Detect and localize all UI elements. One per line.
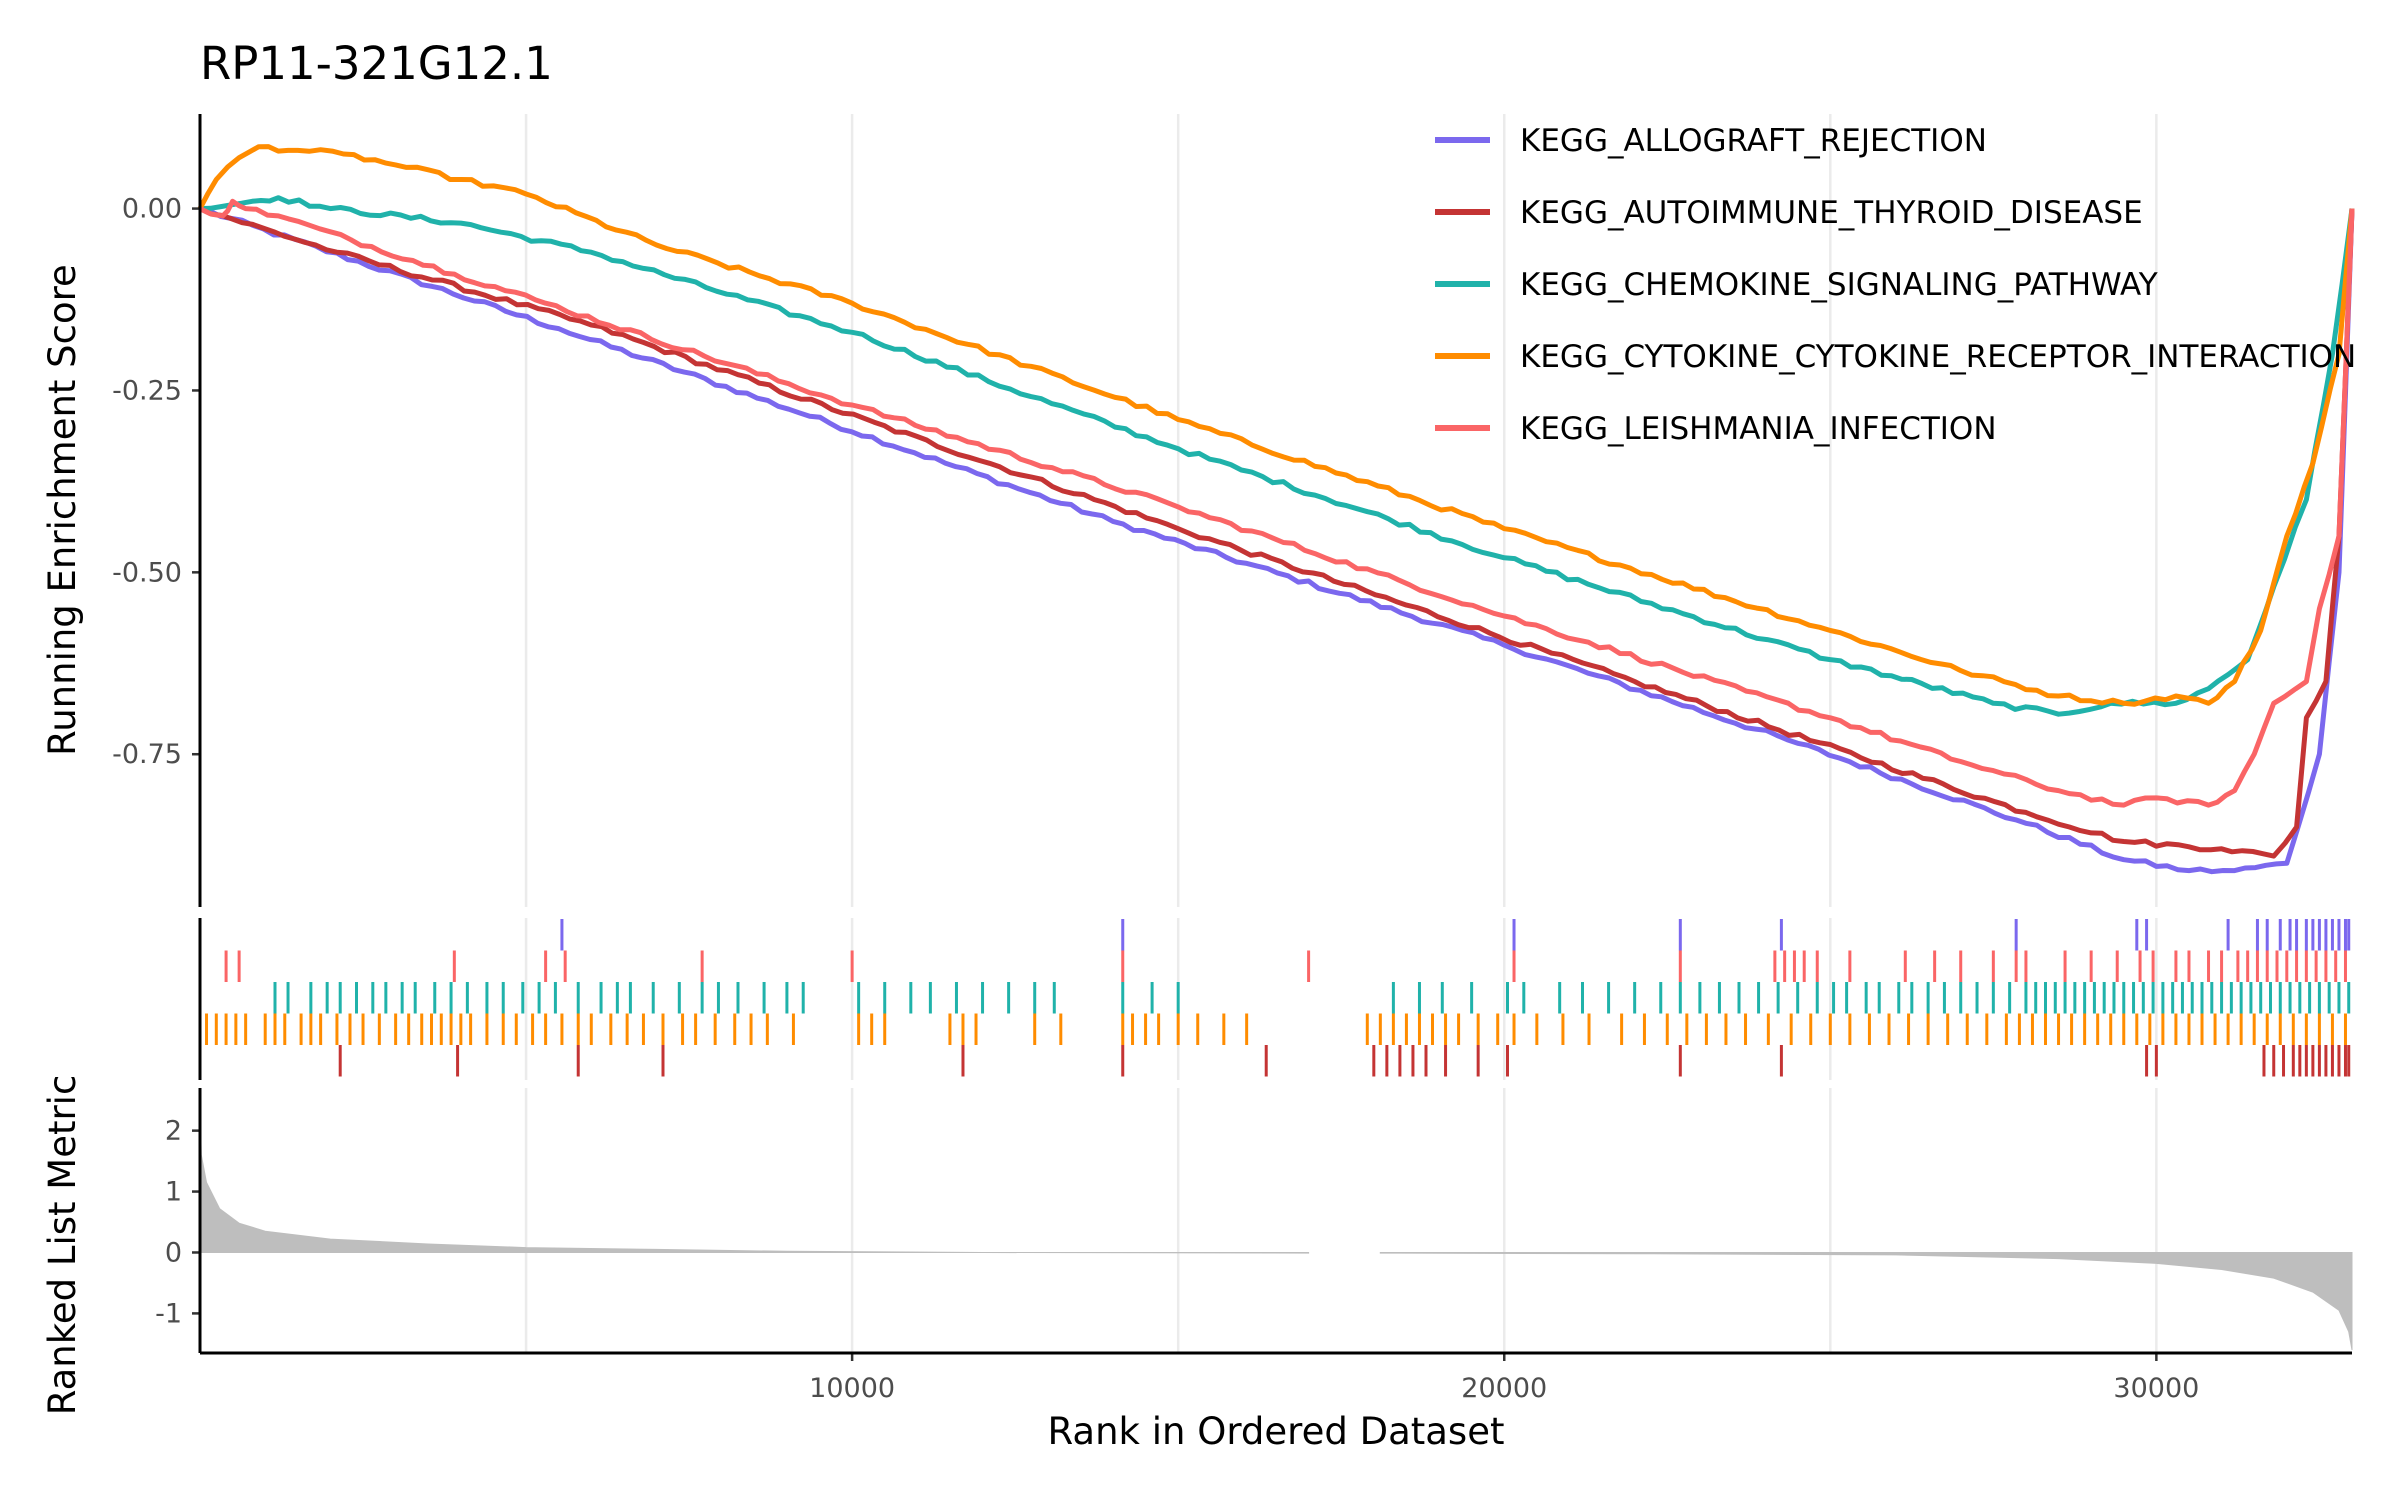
ranked-metric-y-axis-title: Ranked List Metric — [41, 1075, 84, 1416]
legend: KEGG_ALLOGRAFT_REJECTION KEGG_AUTOIMMUNE_… — [1435, 123, 2356, 447]
enrichment-y-ticks: 0.00 -0.25 -0.50 -0.75 — [112, 194, 200, 770]
hit-panel — [198, 918, 2351, 1080]
enrichment-panel: 0.00 -0.25 -0.50 -0.75 Running Enrichment S… — [41, 114, 2355, 907]
enrichment-grid — [524, 114, 2158, 907]
y-tick-label: -0.25 — [112, 375, 182, 406]
enrichment-line — [197, 144, 2355, 707]
legend-label: KEGG_LEISHMANIA_INFECTION — [1520, 411, 1997, 447]
y-tick-label: 1 — [165, 1177, 182, 1208]
y-tick-label: -0.50 — [112, 557, 182, 588]
x-tick-label: 30000 — [2113, 1373, 2199, 1404]
legend-label: KEGG_CYTOKINE_CYTOKINE_RECEPTOR_INTERACT… — [1520, 339, 2356, 375]
y-tick-label: 0 — [165, 1237, 182, 1268]
ranked-metric-area-right — [1379, 1252, 2353, 1351]
x-ticks: 10000 20000 30000 — [809, 1353, 2199, 1404]
enrichment-line — [199, 195, 2355, 717]
legend-label: KEGG_ALLOGRAFT_REJECTION — [1520, 123, 1987, 159]
plot-title: RP11-321G12.1 — [200, 37, 553, 90]
ranked-metric-y-ticks: 2 1 0 -1 — [155, 1116, 200, 1329]
x-tick-label: 10000 — [809, 1373, 895, 1404]
enrichment-line — [198, 206, 2355, 859]
y-tick-label: 0.00 — [122, 194, 182, 225]
enrichment-y-axis-title: Running Enrichment Score — [41, 264, 84, 756]
ranked-metric-panel: 2 1 0 -1 10000 20000 30000 Ranked List Metric… — [41, 1075, 2353, 1453]
hit-marks — [205, 919, 2351, 1077]
ranked-metric-area-left — [199, 1103, 1310, 1254]
ranked-metric-area — [199, 1103, 2353, 1351]
y-tick-label: 2 — [165, 1116, 182, 1147]
legend-label: KEGG_CHEMOKINE_SIGNALING_PATHWAY — [1520, 267, 2158, 303]
enrichment-line — [198, 198, 2355, 808]
enrichment-lines — [197, 144, 2355, 875]
legend-label: KEGG_AUTOIMMUNE_THYROID_DISEASE — [1520, 195, 2143, 231]
y-tick-label: -0.75 — [112, 739, 182, 770]
enrichment-line — [199, 206, 2355, 875]
x-axis-title: Rank in Ordered Dataset — [1048, 1410, 1505, 1453]
x-tick-label: 20000 — [1461, 1373, 1547, 1404]
y-tick-label: -1 — [155, 1298, 182, 1329]
ranked-metric-grid — [524, 1088, 2158, 1353]
